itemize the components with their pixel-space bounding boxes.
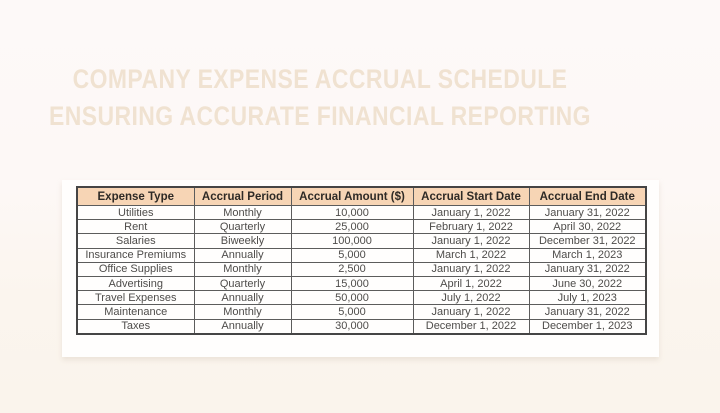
cell-accrual-start-date: January 1, 2022	[412, 304, 530, 320]
page-title-line1: COMPANY EXPENSE ACCRUAL SCHEDULE	[72, 64, 568, 94]
cell-accrual-end-date: December 1, 2023	[528, 318, 647, 335]
table-row: Office Supplies Monthly 2,500 January 1,…	[76, 261, 647, 277]
cell-accrual-start-date: March 1, 2022	[412, 247, 530, 263]
cell-accrual-period: Annually	[193, 318, 292, 335]
cell-accrual-end-date: December 31, 2022	[528, 233, 647, 249]
cell-expense-type: Rent	[76, 219, 195, 235]
cell-accrual-amount: 30,000	[290, 318, 414, 335]
cell-expense-type: Insurance Premiums	[76, 247, 195, 263]
cell-accrual-start-date: January 1, 2022	[412, 261, 530, 277]
cell-expense-type: Maintenance	[76, 304, 195, 320]
cell-accrual-period: Monthly	[193, 304, 292, 320]
cell-accrual-amount: 5,000	[290, 247, 414, 263]
cell-accrual-period: Annually	[193, 247, 292, 263]
cell-expense-type: Travel Expenses	[76, 290, 195, 306]
cell-expense-type: Office Supplies	[76, 261, 195, 277]
cell-accrual-period: Biweekly	[193, 233, 292, 249]
table-row: Rent Quarterly 25,000 February 1, 2022 A…	[76, 219, 647, 235]
table-row: Salaries Biweekly 100,000 January 1, 202…	[76, 233, 647, 249]
cell-accrual-end-date: June 30, 2022	[528, 275, 647, 292]
cell-accrual-end-date: January 31, 2022	[528, 204, 647, 221]
cell-accrual-period: Quarterly	[193, 219, 292, 235]
cell-accrual-amount: 15,000	[290, 275, 414, 292]
cell-accrual-end-date: July 1, 2023	[528, 290, 647, 306]
table-row: Travel Expenses Annually 50,000 July 1, …	[76, 290, 647, 306]
table-row: Utilities Monthly 10,000 January 1, 2022…	[76, 204, 647, 221]
cell-accrual-start-date: January 1, 2022	[412, 233, 530, 249]
table-header-row: Expense Type Accrual Period Accrual Amou…	[76, 186, 647, 206]
cell-accrual-amount: 2,500	[290, 261, 414, 277]
cell-expense-type: Utilities	[76, 204, 195, 221]
cell-accrual-amount: 25,000	[290, 219, 414, 235]
cell-accrual-end-date: April 30, 2022	[528, 219, 647, 235]
cell-accrual-start-date: December 1, 2022	[412, 318, 530, 335]
expense-accrual-table: Expense Type Accrual Period Accrual Amou…	[76, 186, 647, 335]
cell-accrual-amount: 50,000	[290, 290, 414, 306]
header-accrual-start-date: Accrual Start Date	[412, 186, 530, 206]
cell-expense-type: Taxes	[76, 318, 195, 335]
cell-accrual-amount: 5,000	[290, 304, 414, 320]
cell-accrual-start-date: April 1, 2022	[412, 275, 530, 292]
cell-accrual-start-date: January 1, 2022	[412, 204, 530, 221]
cell-accrual-amount: 100,000	[290, 233, 414, 249]
cell-accrual-period: Monthly	[193, 261, 292, 277]
header-accrual-period: Accrual Period	[193, 186, 292, 206]
cell-accrual-start-date: July 1, 2022	[412, 290, 530, 306]
cell-accrual-period: Annually	[193, 290, 292, 306]
cell-accrual-period: Quarterly	[193, 275, 292, 292]
table-row: Maintenance Monthly 5,000 January 1, 202…	[76, 304, 647, 320]
header-accrual-end-date: Accrual End Date	[528, 186, 647, 206]
table-row: Taxes Annually 30,000 December 1, 2022 D…	[76, 318, 647, 335]
header-expense-type: Expense Type	[76, 186, 195, 206]
table-row: Advertising Quarterly 15,000 April 1, 20…	[76, 275, 647, 292]
header-accrual-amount: Accrual Amount ($)	[290, 186, 414, 206]
cell-accrual-amount: 10,000	[290, 204, 414, 221]
cell-expense-type: Advertising	[76, 275, 195, 292]
page-title: COMPANY EXPENSE ACCRUAL SCHEDULE ENSURIN…	[48, 61, 592, 135]
page-title-line2: ENSURING ACCURATE FINANCIAL REPORTING	[49, 101, 591, 131]
cell-accrual-start-date: February 1, 2022	[412, 219, 530, 235]
table-row: Insurance Premiums Annually 5,000 March …	[76, 247, 647, 263]
cell-accrual-end-date: March 1, 2023	[528, 247, 647, 263]
cell-expense-type: Salaries	[76, 233, 195, 249]
cell-accrual-end-date: January 31, 2022	[528, 261, 647, 277]
cell-accrual-period: Monthly	[193, 204, 292, 221]
cell-accrual-end-date: January 31, 2022	[528, 304, 647, 320]
